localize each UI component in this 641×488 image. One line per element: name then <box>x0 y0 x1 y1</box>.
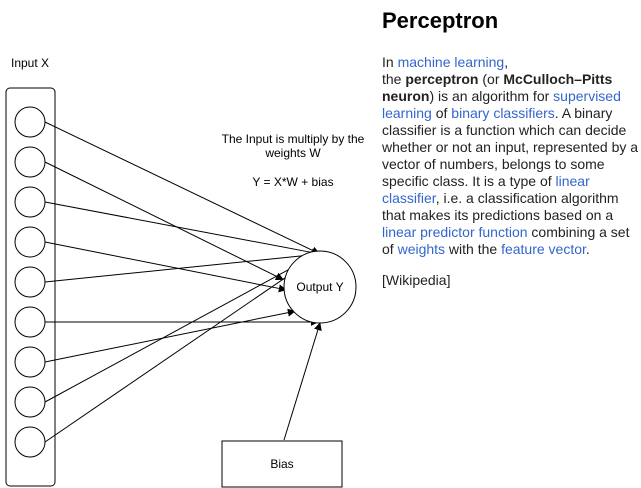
article-link[interactable]: linear predictor function <box>382 224 528 240</box>
weight-arrow <box>44 121 320 255</box>
article-citation: [Wikipedia] <box>382 272 451 288</box>
weight-arrow <box>44 250 320 283</box>
weight-arrow <box>44 254 320 443</box>
article-text: ) is an algorithm for <box>429 88 554 104</box>
article-link[interactable]: feature vector <box>501 241 586 257</box>
input-node <box>14 226 46 258</box>
article-link[interactable]: supervised learning <box>382 88 621 121</box>
weight-arrow <box>44 161 284 281</box>
input-nodes <box>14 106 46 458</box>
formula: Y = X*W + bias <box>252 175 333 189</box>
article-title: Perceptron <box>382 8 499 33</box>
input-node <box>14 106 46 138</box>
bias-arrow <box>283 322 322 441</box>
bias-label: Bias <box>270 457 293 471</box>
caption-line-1: The Input is multiply by the <box>222 132 365 146</box>
article-link[interactable]: binary classifiers <box>451 105 555 121</box>
article-text: the <box>382 71 406 87</box>
article-panel: Perceptron In machine learning, the perce… <box>382 6 640 289</box>
article-text: , i.e. a classification algorithm that m… <box>382 190 619 223</box>
article-text: In <box>382 54 398 70</box>
input-node <box>14 386 46 418</box>
article-bold-term: McCulloch–Pitts neuron <box>382 71 613 104</box>
article-text: (or <box>478 71 504 87</box>
input-node <box>14 306 46 338</box>
input-node <box>14 186 46 218</box>
input-node <box>14 346 46 378</box>
input-node <box>14 146 46 178</box>
weight-arrow <box>44 308 296 363</box>
caption-line-2: weights W <box>264 146 321 160</box>
article-text: . <box>585 241 590 257</box>
weight-connections <box>44 121 320 443</box>
output-label: Output Y <box>296 280 343 294</box>
article-text: , <box>504 54 509 70</box>
perceptron-diagram: Input X Output Y The Input is multiply b… <box>5 56 365 488</box>
input-node <box>14 426 46 458</box>
input-node <box>14 266 46 298</box>
article-link[interactable]: linear classifier <box>382 173 590 206</box>
article-text: with the <box>445 241 502 257</box>
article-link[interactable]: weights <box>397 241 446 257</box>
article-bold-term: perceptron <box>405 71 479 87</box>
weight-arrow <box>44 201 320 257</box>
bias-box <box>221 440 343 488</box>
article-text: . A binary classifier is a function whic… <box>382 105 639 189</box>
article-text: of <box>431 105 452 121</box>
article-text: combining a set of <box>382 224 630 257</box>
article-body: In machine learning, the perceptron (or M… <box>382 54 640 258</box>
weight-arrow <box>44 258 310 403</box>
input-layer-label: Input X <box>11 56 49 70</box>
weight-arrow <box>44 241 287 293</box>
article-link[interactable]: machine learning <box>397 54 505 70</box>
